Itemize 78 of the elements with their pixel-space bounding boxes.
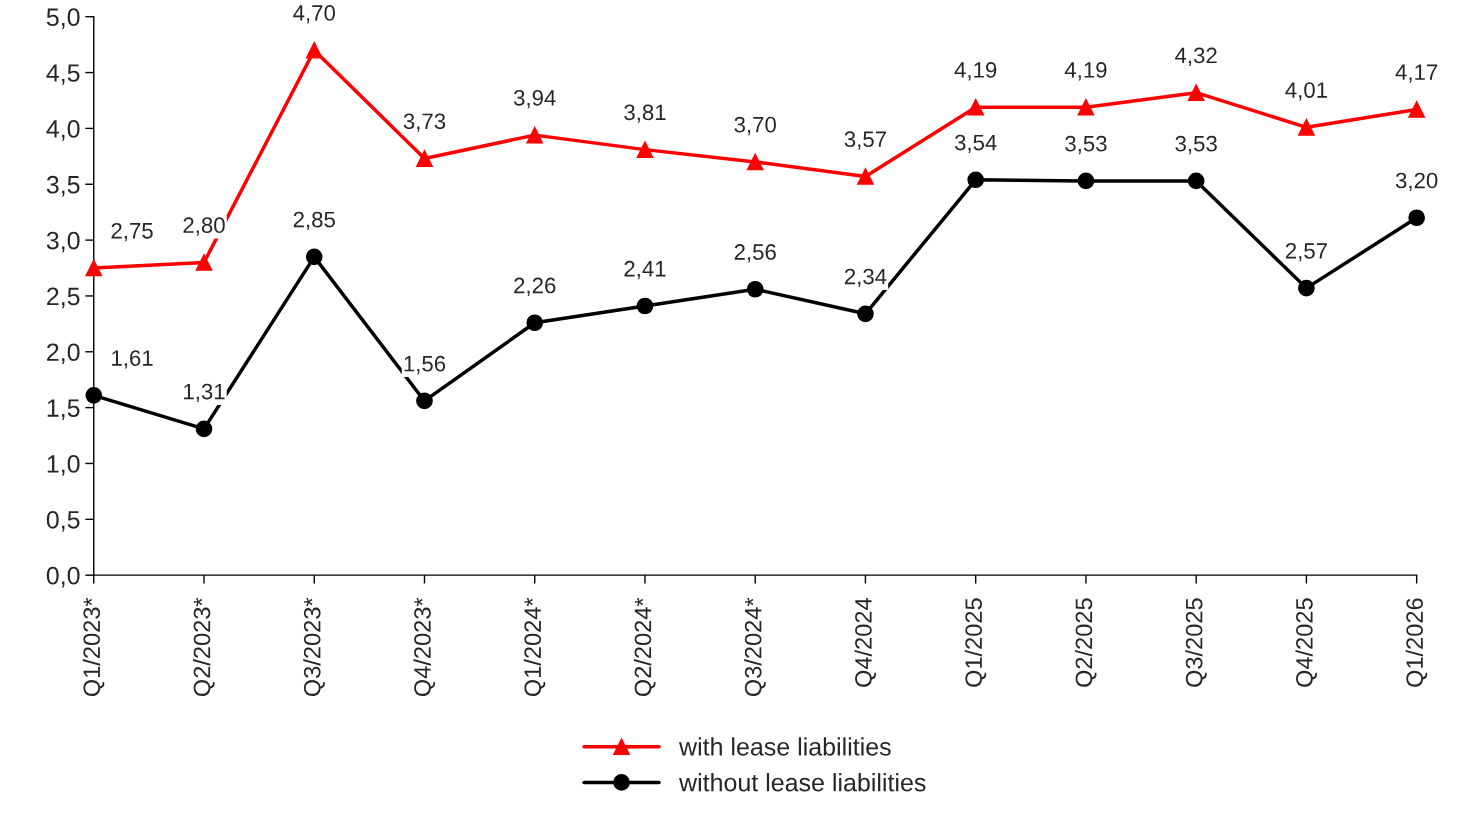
data-label: 4,19 (1064, 62, 1107, 81)
point (636, 297, 654, 315)
point (305, 41, 323, 59)
y-tick-label: 2,5 (47, 287, 80, 309)
point (526, 126, 544, 144)
y-tick-label: 0,0 (46, 566, 80, 588)
data-label: 4,70 (293, 5, 335, 24)
data-label: 2,26 (514, 277, 556, 296)
point (746, 280, 764, 298)
point (636, 141, 654, 158)
data-label: 1,56 (404, 355, 446, 375)
point (967, 171, 985, 189)
data-label: 2,75 (111, 222, 153, 242)
x-tick-label: Q3/2025 (1185, 598, 1207, 687)
point (857, 305, 874, 323)
y-tick-label: 1,0 (47, 455, 80, 476)
data-label: 3,81 (624, 104, 666, 123)
data-label: 1,61 (112, 350, 153, 369)
data-label: 3,57 (844, 131, 886, 150)
y-tick-label: 4,0 (46, 120, 80, 141)
point (85, 387, 103, 404)
point (195, 254, 213, 271)
data-label: 4,01 (1285, 82, 1327, 101)
point (1187, 172, 1205, 190)
point (1408, 101, 1425, 118)
legend-label: without lease liabilities (679, 773, 926, 792)
y-tick-label: 1,5 (47, 399, 80, 420)
point (416, 392, 433, 410)
point (746, 153, 764, 171)
point (416, 150, 433, 167)
data-label: 3,53 (1175, 135, 1217, 155)
y-tick-label: 3,0 (46, 231, 80, 253)
data-label: 3,20 (1395, 172, 1438, 191)
data-label: 3,54 (954, 134, 997, 154)
x-tick-label: Q2/2023* (193, 597, 215, 697)
point (1187, 84, 1205, 102)
point (967, 98, 985, 116)
data-label: 3,94 (513, 89, 556, 109)
x-tick-label: Q3/2023* (303, 597, 325, 697)
y-tick-label: 3,5 (46, 175, 80, 197)
y-tick-label: 5,0 (46, 8, 80, 29)
point (305, 248, 323, 266)
point (1298, 279, 1315, 297)
data-label: 2,34 (844, 268, 887, 288)
data-label: 4,17 (1395, 64, 1438, 83)
y-tick-label: 0,5 (46, 510, 80, 532)
x-tick-label: Q1/2025 (964, 598, 987, 687)
data-label: 3,70 (734, 116, 776, 136)
data-label: 2,85 (293, 211, 335, 231)
x-tick-label: Q1/2024* (523, 597, 546, 697)
data-label: 4,19 (954, 62, 997, 81)
data-label: 1,31 (184, 383, 225, 403)
data-label: 3,73 (403, 113, 446, 132)
point (1077, 98, 1095, 116)
x-tick-label: Q3/2024* (744, 597, 766, 697)
x-tick-label: Q2/2024* (633, 597, 656, 697)
data-label: 2,41 (624, 260, 666, 280)
point (1408, 209, 1425, 227)
data-label: 4,32 (1175, 47, 1217, 66)
point (1298, 118, 1315, 136)
x-tick-label: Q1/2023* (82, 597, 105, 697)
legend-label: with lease liabilities (679, 737, 891, 756)
y-tick-label: 4,5 (46, 64, 80, 85)
x-tick-label: Q4/2025 (1295, 598, 1317, 687)
point (85, 259, 103, 277)
x-tick-label: Q4/2023* (413, 597, 436, 697)
x-tick-label: Q2/2025 (1074, 598, 1097, 687)
data-label: 3,53 (1065, 135, 1107, 155)
data-label: 2,80 (183, 217, 225, 236)
x-tick-label: Q1/2026 (1405, 598, 1428, 687)
x-tick-label: Q4/2024 (854, 598, 877, 687)
data-label: 2,57 (1285, 243, 1327, 262)
y-tick-label: 2,0 (47, 343, 80, 365)
point (195, 420, 213, 438)
point (1077, 172, 1095, 190)
point (526, 314, 544, 332)
data-label: 2,56 (734, 244, 776, 263)
point (857, 168, 874, 185)
